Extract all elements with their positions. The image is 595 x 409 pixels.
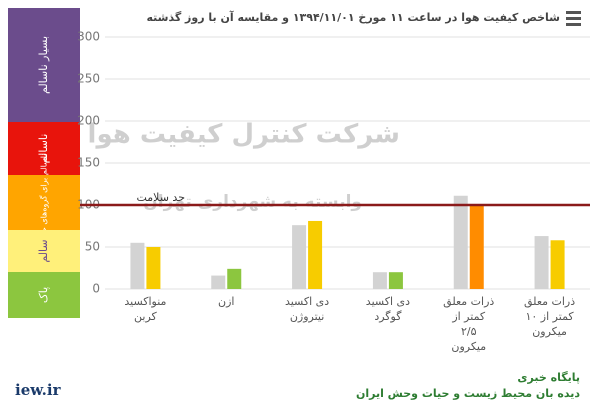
aqi-band-label: بسیار ناسالم [37,36,50,94]
bar [130,242,145,289]
aqi-band [8,8,80,122]
x-tick-label: دی اکسید نیتروژن [285,295,329,323]
menu-icon[interactable] [566,11,581,26]
watermark: وابسته به شهرداری تهران [143,192,362,212]
footer-text: پایگاه خبری [517,371,580,384]
aqi-band-label: سالم [37,239,50,262]
y-tick-label: 50 [85,240,100,254]
bar [292,225,307,289]
x-tick-label: دی اکسید گوگرد [366,295,410,323]
y-tick-label: 300 [77,30,100,44]
y-tick-label: 0 [92,282,100,296]
bar [534,236,549,289]
bar [550,240,565,289]
y-tick-label: 150 [77,156,100,170]
chart-title: شاخص کیفیت هوا در ساعت ۱۱ مورخ ۱۳۹۴/۱۱/۰… [146,10,560,24]
bar [211,275,226,289]
y-tick-label: 250 [77,72,100,86]
bar [372,272,387,289]
aqi-band [8,272,80,318]
aqi-band [8,175,80,230]
aqi-band [8,230,80,272]
footer-text: دیده بان محیط زیست و حیات وحش ایران [356,387,580,400]
footer-site: iew.ir [15,381,62,399]
aqi-band [8,122,80,175]
x-tick-label: ذرات معلق کمتر از ۲/۵ میکرون [443,295,494,353]
aqi-band-label: پاک [37,287,50,303]
x-tick-label: ذرات معلق کمتر از ۱۰ میکرون [524,295,575,338]
x-tick-label: منواکسید کربن [124,295,166,323]
health-limit-label: حد سلامت [136,191,185,204]
x-tick-label: ازن [218,295,234,308]
bar [469,204,484,289]
bar [146,247,161,289]
bar [227,268,242,289]
aqi-band-label: ناسالم [37,134,50,164]
bar [453,195,468,289]
watermark: شرکت کنترل کیفیت هوا [88,120,400,150]
bar [388,272,403,289]
y-tick-label: 200 [77,114,100,128]
aqi-band-label: ناسالم برای گروه‌های حساس [39,154,49,252]
bar [308,220,323,289]
